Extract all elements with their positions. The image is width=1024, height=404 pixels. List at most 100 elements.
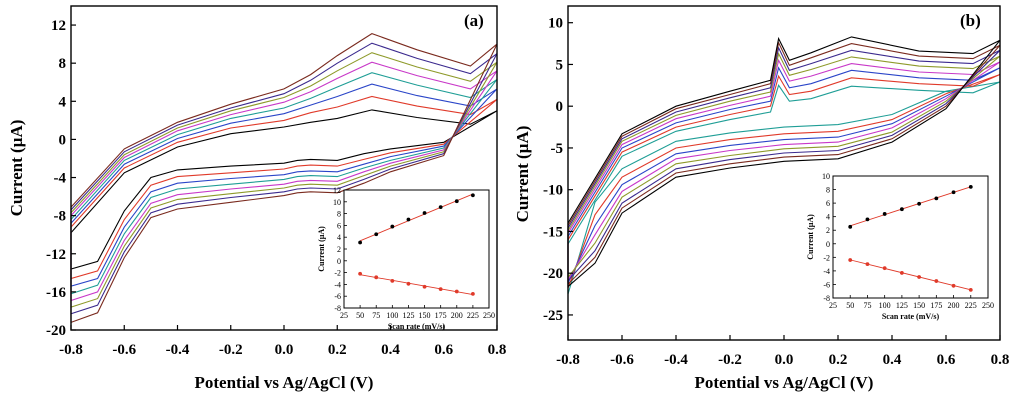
inset-point-cathodic: [374, 275, 379, 280]
cv-curve-2: [567, 73, 1001, 289]
inset-x-tick-label: 200: [451, 311, 463, 320]
y-tick-label: 8: [59, 56, 67, 72]
y-axis-title: Current (µA): [513, 126, 532, 223]
y-tick-label: -5: [551, 141, 564, 157]
inset-point-anodic: [917, 201, 922, 206]
inset-x-tick-label: 175: [435, 311, 447, 320]
inset-y-tick-label: -2: [823, 253, 830, 262]
inset-x-tick-label: 75: [863, 301, 871, 310]
inset-y-tick-label: 2: [337, 245, 341, 254]
inset-point-anodic: [934, 196, 939, 201]
inset-y-tick-label: -8: [334, 304, 341, 313]
inset-x-tick-label: 25: [829, 301, 837, 310]
inset-x-tick-label: 125: [896, 301, 908, 310]
y-tick-label: -16: [46, 285, 66, 301]
x-tick-label: -0.4: [166, 342, 190, 358]
inset-y-tick-label: 12: [333, 186, 341, 195]
y-tick-label: 0: [59, 132, 67, 148]
inset-point-anodic: [422, 211, 427, 215]
inset-x-axis-title: Scan rate (mV/s): [388, 322, 446, 331]
inset-point-cathodic: [917, 275, 922, 279]
inset-x-tick-label: 150: [913, 301, 925, 310]
x-tick-label: 0.2: [328, 342, 347, 358]
inset-point-anodic: [454, 199, 459, 204]
inset-point-anodic: [374, 232, 379, 237]
inset-point-anodic: [358, 240, 363, 245]
y-axis-title: Current (µA): [7, 120, 26, 217]
x-axis-title: Potential vs Ag/AgCl (V): [195, 373, 374, 392]
inset-y-axis-title: Current (µA): [806, 214, 815, 260]
cv-curve-5: [70, 61, 498, 302]
cv-curve-8: [567, 36, 1001, 288]
inset-plot: 25 50 75 100 125 150 175 200 225 250 -8 -6 -4 -2 0 2 4 6 8…: [806, 172, 994, 321]
inset-x-tick-label: 100: [386, 311, 398, 320]
x-axis-title: Potential vs Ag/AgCl (V): [695, 373, 874, 392]
x-tick-label: 0.6: [937, 352, 956, 368]
inset-plot: 25 50 75 100 125 150 175 200 225 250 -8 -6 -4 -2 0 2 4 6 8…: [317, 186, 495, 331]
inset-x-tick-label: 125: [402, 311, 414, 320]
inset-point-cathodic: [358, 271, 363, 276]
inset-x-tick-label: 225: [965, 301, 977, 310]
inset-y-tick-label: -8: [823, 294, 830, 303]
y-tick-label: -15: [543, 224, 563, 240]
inset-y-tick-label: 0: [337, 257, 341, 266]
x-tick-label: 0.6: [434, 342, 453, 358]
x-tick-label: 0.8: [991, 352, 1010, 368]
inset-y-tick-label: 6: [826, 199, 830, 208]
inset-point-anodic: [848, 224, 853, 229]
inset-point-cathodic: [899, 271, 904, 275]
panel-a: -0.8 -0.6 -0.4 -0.2 0.0 0.2 0.4 0.6 0.8-20-16-12…: [7, 5, 507, 392]
inset-y-tick-label: 8: [337, 210, 341, 219]
inset-x-tick-label: 250: [483, 311, 495, 320]
panel-label: (a): [464, 11, 484, 30]
inset-point-anodic: [470, 193, 475, 198]
inset-point-cathodic: [470, 291, 475, 296]
inset-frame: [832, 175, 989, 299]
y-tick-label: 5: [556, 57, 564, 73]
y-tick-label: -12: [46, 247, 66, 263]
x-tick-label: -0.2: [718, 352, 742, 368]
inset-fit-line-anodic: [850, 186, 971, 227]
x-tick-label: -0.6: [610, 352, 634, 368]
y-tick-label: 12: [51, 18, 66, 34]
inset-y-tick-label: 2: [826, 226, 830, 235]
inset-point-cathodic: [848, 258, 853, 262]
x-tick-label: -0.8: [556, 352, 580, 368]
y-tick-label: 10: [548, 16, 563, 32]
inset-point-anodic: [865, 217, 870, 222]
inset-y-axis-title: Current (µA): [317, 226, 326, 272]
x-tick-label: 0.8: [488, 342, 507, 358]
y-tick-label: -10: [543, 183, 563, 199]
y-tick-label: 4: [59, 94, 67, 110]
inset-frame: [343, 189, 490, 309]
x-tick-label: 0.0: [775, 352, 794, 368]
inset-y-tick-label: 0: [826, 240, 830, 249]
y-tick-label: -25: [543, 308, 563, 324]
inset-x-tick-label: 250: [982, 301, 994, 310]
inset-y-tick-label: -6: [334, 292, 341, 301]
inset-point-cathodic: [951, 283, 956, 288]
inset-y-tick-label: 10: [822, 172, 830, 181]
x-tick-label: 0.4: [883, 352, 902, 368]
inset-x-tick-label: 50: [846, 301, 854, 310]
panel-label: (b): [960, 11, 981, 30]
inset-x-tick-label: 50: [356, 311, 364, 320]
cv-curve-6: [70, 52, 498, 308]
inset-x-tick-label: 175: [930, 301, 942, 310]
inset-y-tick-label: 4: [337, 233, 341, 242]
x-tick-label: -0.6: [112, 342, 136, 358]
cv-curve-3: [567, 66, 1001, 284]
inset-fit-line-cathodic: [360, 274, 473, 296]
y-tick-label: -8: [54, 209, 67, 225]
inset-y-tick-label: 6: [337, 221, 341, 230]
inset-x-tick-label: 200: [948, 301, 960, 310]
inset-point-cathodic: [968, 287, 973, 292]
inset-point-cathodic: [390, 278, 395, 283]
cv-curve-8: [70, 32, 498, 324]
cv-curve-1: [70, 109, 498, 270]
cv-curve-1: [567, 81, 1001, 295]
x-tick-label: -0.8: [59, 342, 83, 358]
inset-y-tick-label: 10: [333, 198, 341, 207]
y-tick-label: -20: [543, 266, 563, 282]
inset-x-axis-title: Scan rate (mV/s): [882, 312, 940, 321]
